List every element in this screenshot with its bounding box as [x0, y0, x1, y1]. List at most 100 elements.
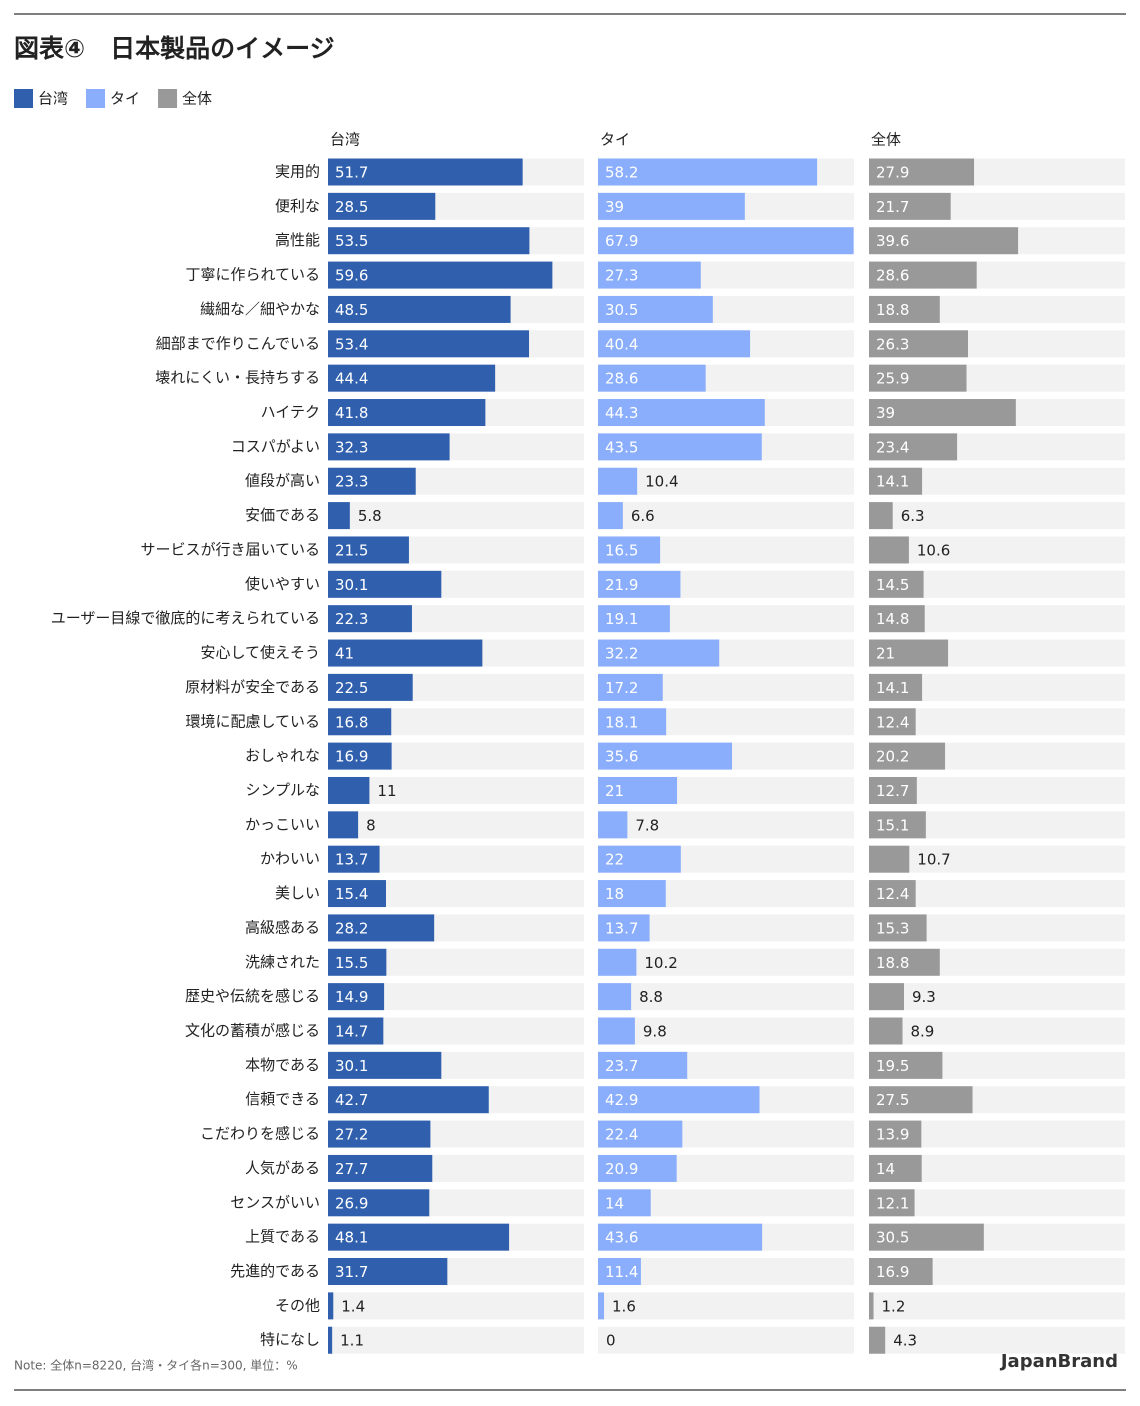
bar-background — [598, 1292, 854, 1320]
category-label: こだわりを感じる — [200, 1125, 320, 1143]
value-label: 14.7 — [335, 1023, 368, 1041]
value-label: 1.6 — [612, 1297, 636, 1315]
category-label: ユーザー目線で徹底的に考えられている — [51, 609, 320, 627]
bar — [328, 811, 359, 839]
value-label: 15.4 — [335, 885, 368, 903]
legend-label: タイ — [110, 90, 140, 108]
value-label: 22 — [605, 851, 624, 869]
value-label: 19.1 — [605, 610, 638, 628]
value-label: 4.3 — [893, 1332, 917, 1350]
bar — [598, 502, 623, 530]
legend-label: 台湾 — [38, 90, 68, 108]
value-label: 43.5 — [605, 438, 638, 456]
bar — [869, 1051, 943, 1079]
value-label: 43.6 — [605, 1229, 638, 1247]
category-label: 先進的である — [230, 1262, 320, 1280]
category-label: 実用的 — [275, 163, 320, 181]
category-label: 文化の蓄積が感じる — [185, 1022, 320, 1040]
category-label: 特になし — [260, 1331, 320, 1349]
bar — [869, 1258, 933, 1286]
bar — [328, 880, 386, 908]
bar — [328, 639, 483, 667]
category-label: 原材料が安全である — [185, 678, 320, 696]
value-label: 31.7 — [335, 1263, 368, 1281]
bar — [328, 227, 530, 255]
bar — [869, 364, 967, 392]
value-label: 53.4 — [335, 335, 368, 353]
value-label: 6.6 — [631, 507, 655, 525]
bar — [598, 880, 666, 908]
bar — [869, 227, 1019, 255]
bar-background — [869, 536, 1125, 564]
bar — [869, 1120, 922, 1148]
bar — [328, 330, 530, 358]
note: Note: 全体n=8220, 台湾・タイ各n=300, 単位：% — [14, 1358, 298, 1373]
bar — [598, 845, 681, 873]
legend-swatch — [158, 89, 178, 108]
value-label: 15.3 — [876, 919, 909, 937]
value-label: 16.8 — [335, 713, 368, 731]
category-label: かわいい — [260, 850, 320, 868]
value-label: 14.1 — [876, 473, 909, 491]
value-label: 26.3 — [876, 335, 909, 353]
bar — [598, 811, 628, 839]
value-label: 22.4 — [605, 1126, 638, 1144]
bar — [328, 845, 380, 873]
bar-background — [598, 502, 854, 530]
bar — [869, 1223, 984, 1251]
value-label: 15.1 — [876, 816, 909, 834]
source: JapanBrand — [999, 1351, 1118, 1372]
value-label: 1.4 — [341, 1297, 365, 1315]
bar — [869, 433, 958, 461]
value-label: 25.9 — [876, 370, 909, 388]
category-label: 安心して使えそう — [200, 644, 320, 662]
category-label: コスパがよい — [231, 437, 320, 455]
value-label: 18.8 — [876, 301, 909, 319]
value-label: 28.6 — [876, 267, 909, 285]
value-label: 30.1 — [335, 1057, 368, 1075]
bar — [328, 776, 370, 804]
bar — [869, 845, 910, 873]
bar — [328, 261, 553, 289]
value-label: 13.7 — [335, 851, 368, 869]
bar — [328, 983, 385, 1011]
category-label: 繊細な／細やかな — [200, 300, 320, 318]
value-label: 44.4 — [335, 370, 368, 388]
value-label: 30.5 — [605, 301, 638, 319]
value-label: 48.1 — [335, 1229, 368, 1247]
bar — [328, 1189, 430, 1217]
category-label: サービスが行き届いている — [140, 540, 320, 558]
bar — [328, 1292, 334, 1320]
bar-background — [869, 1017, 1125, 1045]
value-label: 44.3 — [605, 404, 638, 422]
bar — [869, 1189, 915, 1217]
value-label: 53.5 — [335, 232, 368, 250]
legend-label: 全体 — [182, 90, 212, 108]
category-label: かっこいい — [245, 815, 320, 833]
bar — [869, 261, 977, 289]
value-label: 32.3 — [335, 438, 368, 456]
bar — [328, 1086, 489, 1114]
value-label: 20.9 — [605, 1160, 638, 1178]
value-label: 1.1 — [340, 1332, 364, 1350]
bar-background — [328, 1326, 584, 1354]
value-label: 51.7 — [335, 164, 368, 182]
bar — [598, 295, 713, 323]
value-label: 35.6 — [605, 748, 638, 766]
value-label: 10.7 — [917, 851, 950, 869]
value-label: 10.4 — [645, 473, 678, 491]
bar — [328, 399, 486, 427]
bar-background — [869, 1326, 1125, 1354]
value-label: 10.2 — [644, 954, 677, 972]
category-label: おしゃれな — [245, 747, 320, 765]
value-label: 12.4 — [876, 885, 909, 903]
bar-background — [328, 811, 584, 839]
bar — [869, 742, 946, 770]
value-label: 9.3 — [912, 988, 936, 1006]
bar — [598, 1086, 760, 1114]
bar-background — [598, 983, 854, 1011]
value-label: 17.2 — [605, 679, 638, 697]
bar — [598, 983, 632, 1011]
bar-background — [328, 1292, 584, 1320]
bar — [328, 948, 387, 976]
